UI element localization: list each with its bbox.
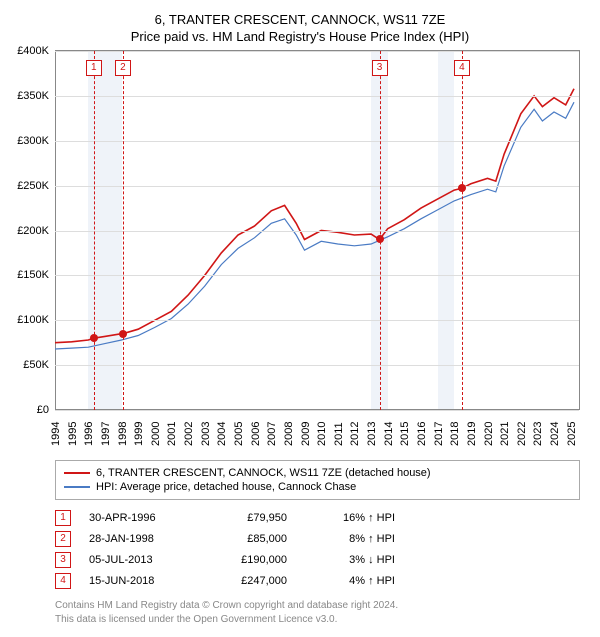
series-line [55, 89, 574, 343]
x-tick-label: 2007 [266, 422, 278, 446]
sale-pct: 8% ↑ HPI [305, 533, 395, 545]
x-tick-label: 1996 [83, 422, 95, 446]
sale-marker-label: 4 [454, 60, 470, 76]
y-gridline [55, 275, 579, 276]
sale-marker-label: 2 [115, 60, 131, 76]
legend-label: 6, TRANTER CRESCENT, CANNOCK, WS11 7ZE (… [96, 467, 431, 479]
y-tick-label: £350K [17, 90, 55, 102]
legend-label: HPI: Average price, detached house, Cann… [96, 481, 356, 493]
sale-vline [462, 51, 463, 410]
y-tick-label: £300K [17, 135, 55, 147]
x-tick-label: 2011 [333, 422, 345, 446]
x-tick-label: 2023 [532, 422, 544, 446]
x-tick-label: 1998 [117, 422, 129, 446]
sale-row: 4 15-JUN-2018 £247,000 4% ↑ HPI [55, 573, 580, 589]
legend-row: HPI: Average price, detached house, Cann… [64, 481, 571, 493]
sale-index-box: 1 [55, 510, 71, 526]
sale-date: 28-JAN-1998 [89, 533, 189, 545]
sale-pct: 4% ↑ HPI [305, 575, 395, 587]
y-tick-label: £50K [23, 359, 55, 371]
x-tick-label: 2001 [166, 422, 178, 446]
sale-marker-label: 1 [86, 60, 102, 76]
y-gridline [55, 51, 579, 52]
x-tick-label: 2003 [200, 422, 212, 446]
x-tick-label: 2020 [483, 422, 495, 446]
sale-price: £190,000 [207, 554, 287, 566]
sale-row: 1 30-APR-1996 £79,950 16% ↑ HPI [55, 510, 580, 526]
sale-price: £247,000 [207, 575, 287, 587]
y-tick-label: £200K [17, 225, 55, 237]
sale-index-box: 2 [55, 531, 71, 547]
sale-marker-label: 3 [372, 60, 388, 76]
x-tick-label: 2004 [216, 422, 228, 446]
footer-line-2: This data is licensed under the Open Gov… [55, 613, 580, 627]
x-tick-label: 2013 [366, 422, 378, 446]
sale-marker-dot [119, 330, 127, 338]
chart-area: £0£50K£100K£150K£200K£250K£300K£350K£400… [55, 50, 580, 410]
sale-index-box: 4 [55, 573, 71, 589]
x-tick-label: 2014 [383, 422, 395, 446]
legend-box: 6, TRANTER CRESCENT, CANNOCK, WS11 7ZE (… [55, 460, 580, 500]
sale-index-box: 3 [55, 552, 71, 568]
sale-pct: 16% ↑ HPI [305, 512, 395, 524]
x-tick-label: 2006 [250, 422, 262, 446]
x-tick-label: 2009 [300, 422, 312, 446]
x-tick-label: 2016 [416, 422, 428, 446]
series-line [55, 102, 574, 349]
x-tick-label: 2010 [316, 422, 328, 446]
y-gridline [55, 231, 579, 232]
x-tick-label: 2021 [499, 422, 511, 446]
x-tick-label: 2017 [433, 422, 445, 446]
legend-swatch [64, 472, 90, 474]
footer-line-1: Contains HM Land Registry data © Crown c… [55, 599, 580, 613]
y-tick-label: £250K [17, 180, 55, 192]
x-tick-label: 2008 [283, 422, 295, 446]
x-tick-label: 1995 [67, 422, 79, 446]
x-tick-label: 2024 [549, 422, 561, 446]
sale-date: 30-APR-1996 [89, 512, 189, 524]
x-tick-label: 2002 [183, 422, 195, 446]
plot-region: £0£50K£100K£150K£200K£250K£300K£350K£400… [55, 50, 580, 410]
sales-table: 1 30-APR-1996 £79,950 16% ↑ HPI 2 28-JAN-1998… [55, 510, 580, 589]
y-tick-label: £150K [17, 269, 55, 281]
x-tick-label: 2015 [399, 422, 411, 446]
x-tick-label: 2018 [449, 422, 461, 446]
sale-vline [380, 51, 381, 410]
sale-price: £85,000 [207, 533, 287, 545]
x-tick-label: 2019 [466, 422, 478, 446]
y-gridline [55, 320, 579, 321]
x-tick-label: 1997 [100, 422, 112, 446]
y-tick-label: £0 [37, 404, 55, 416]
y-gridline [55, 365, 579, 366]
y-tick-label: £400K [17, 45, 55, 57]
sale-price: £79,950 [207, 512, 287, 524]
y-gridline [55, 410, 579, 411]
sale-row: 3 05-JUL-2013 £190,000 3% ↓ HPI [55, 552, 580, 568]
x-tick-label: 1999 [133, 422, 145, 446]
y-gridline [55, 96, 579, 97]
legend-row: 6, TRANTER CRESCENT, CANNOCK, WS11 7ZE (… [64, 467, 571, 479]
sale-vline [94, 51, 95, 410]
sale-pct: 3% ↓ HPI [305, 554, 395, 566]
y-gridline [55, 141, 579, 142]
sale-marker-dot [90, 334, 98, 342]
sale-date: 05-JUL-2013 [89, 554, 189, 566]
legend-swatch [64, 486, 90, 488]
x-tick-label: 2012 [349, 422, 361, 446]
sale-vline [123, 51, 124, 410]
sale-date: 15-JUN-2018 [89, 575, 189, 587]
footer-attribution: Contains HM Land Registry data © Crown c… [55, 599, 580, 627]
x-tick-label: 2005 [233, 422, 245, 446]
x-tick-label: 2025 [566, 422, 578, 446]
sale-marker-dot [376, 235, 384, 243]
x-tick-label: 2022 [516, 422, 528, 446]
chart-subtitle: Price paid vs. HM Land Registry's House … [10, 29, 590, 44]
chart-title: 6, TRANTER CRESCENT, CANNOCK, WS11 7ZE [10, 12, 590, 27]
y-gridline [55, 186, 579, 187]
sale-marker-dot [458, 184, 466, 192]
x-tick-label: 1994 [50, 422, 62, 446]
sale-row: 2 28-JAN-1998 £85,000 8% ↑ HPI [55, 531, 580, 547]
x-tick-label: 2000 [150, 422, 162, 446]
y-tick-label: £100K [17, 314, 55, 326]
